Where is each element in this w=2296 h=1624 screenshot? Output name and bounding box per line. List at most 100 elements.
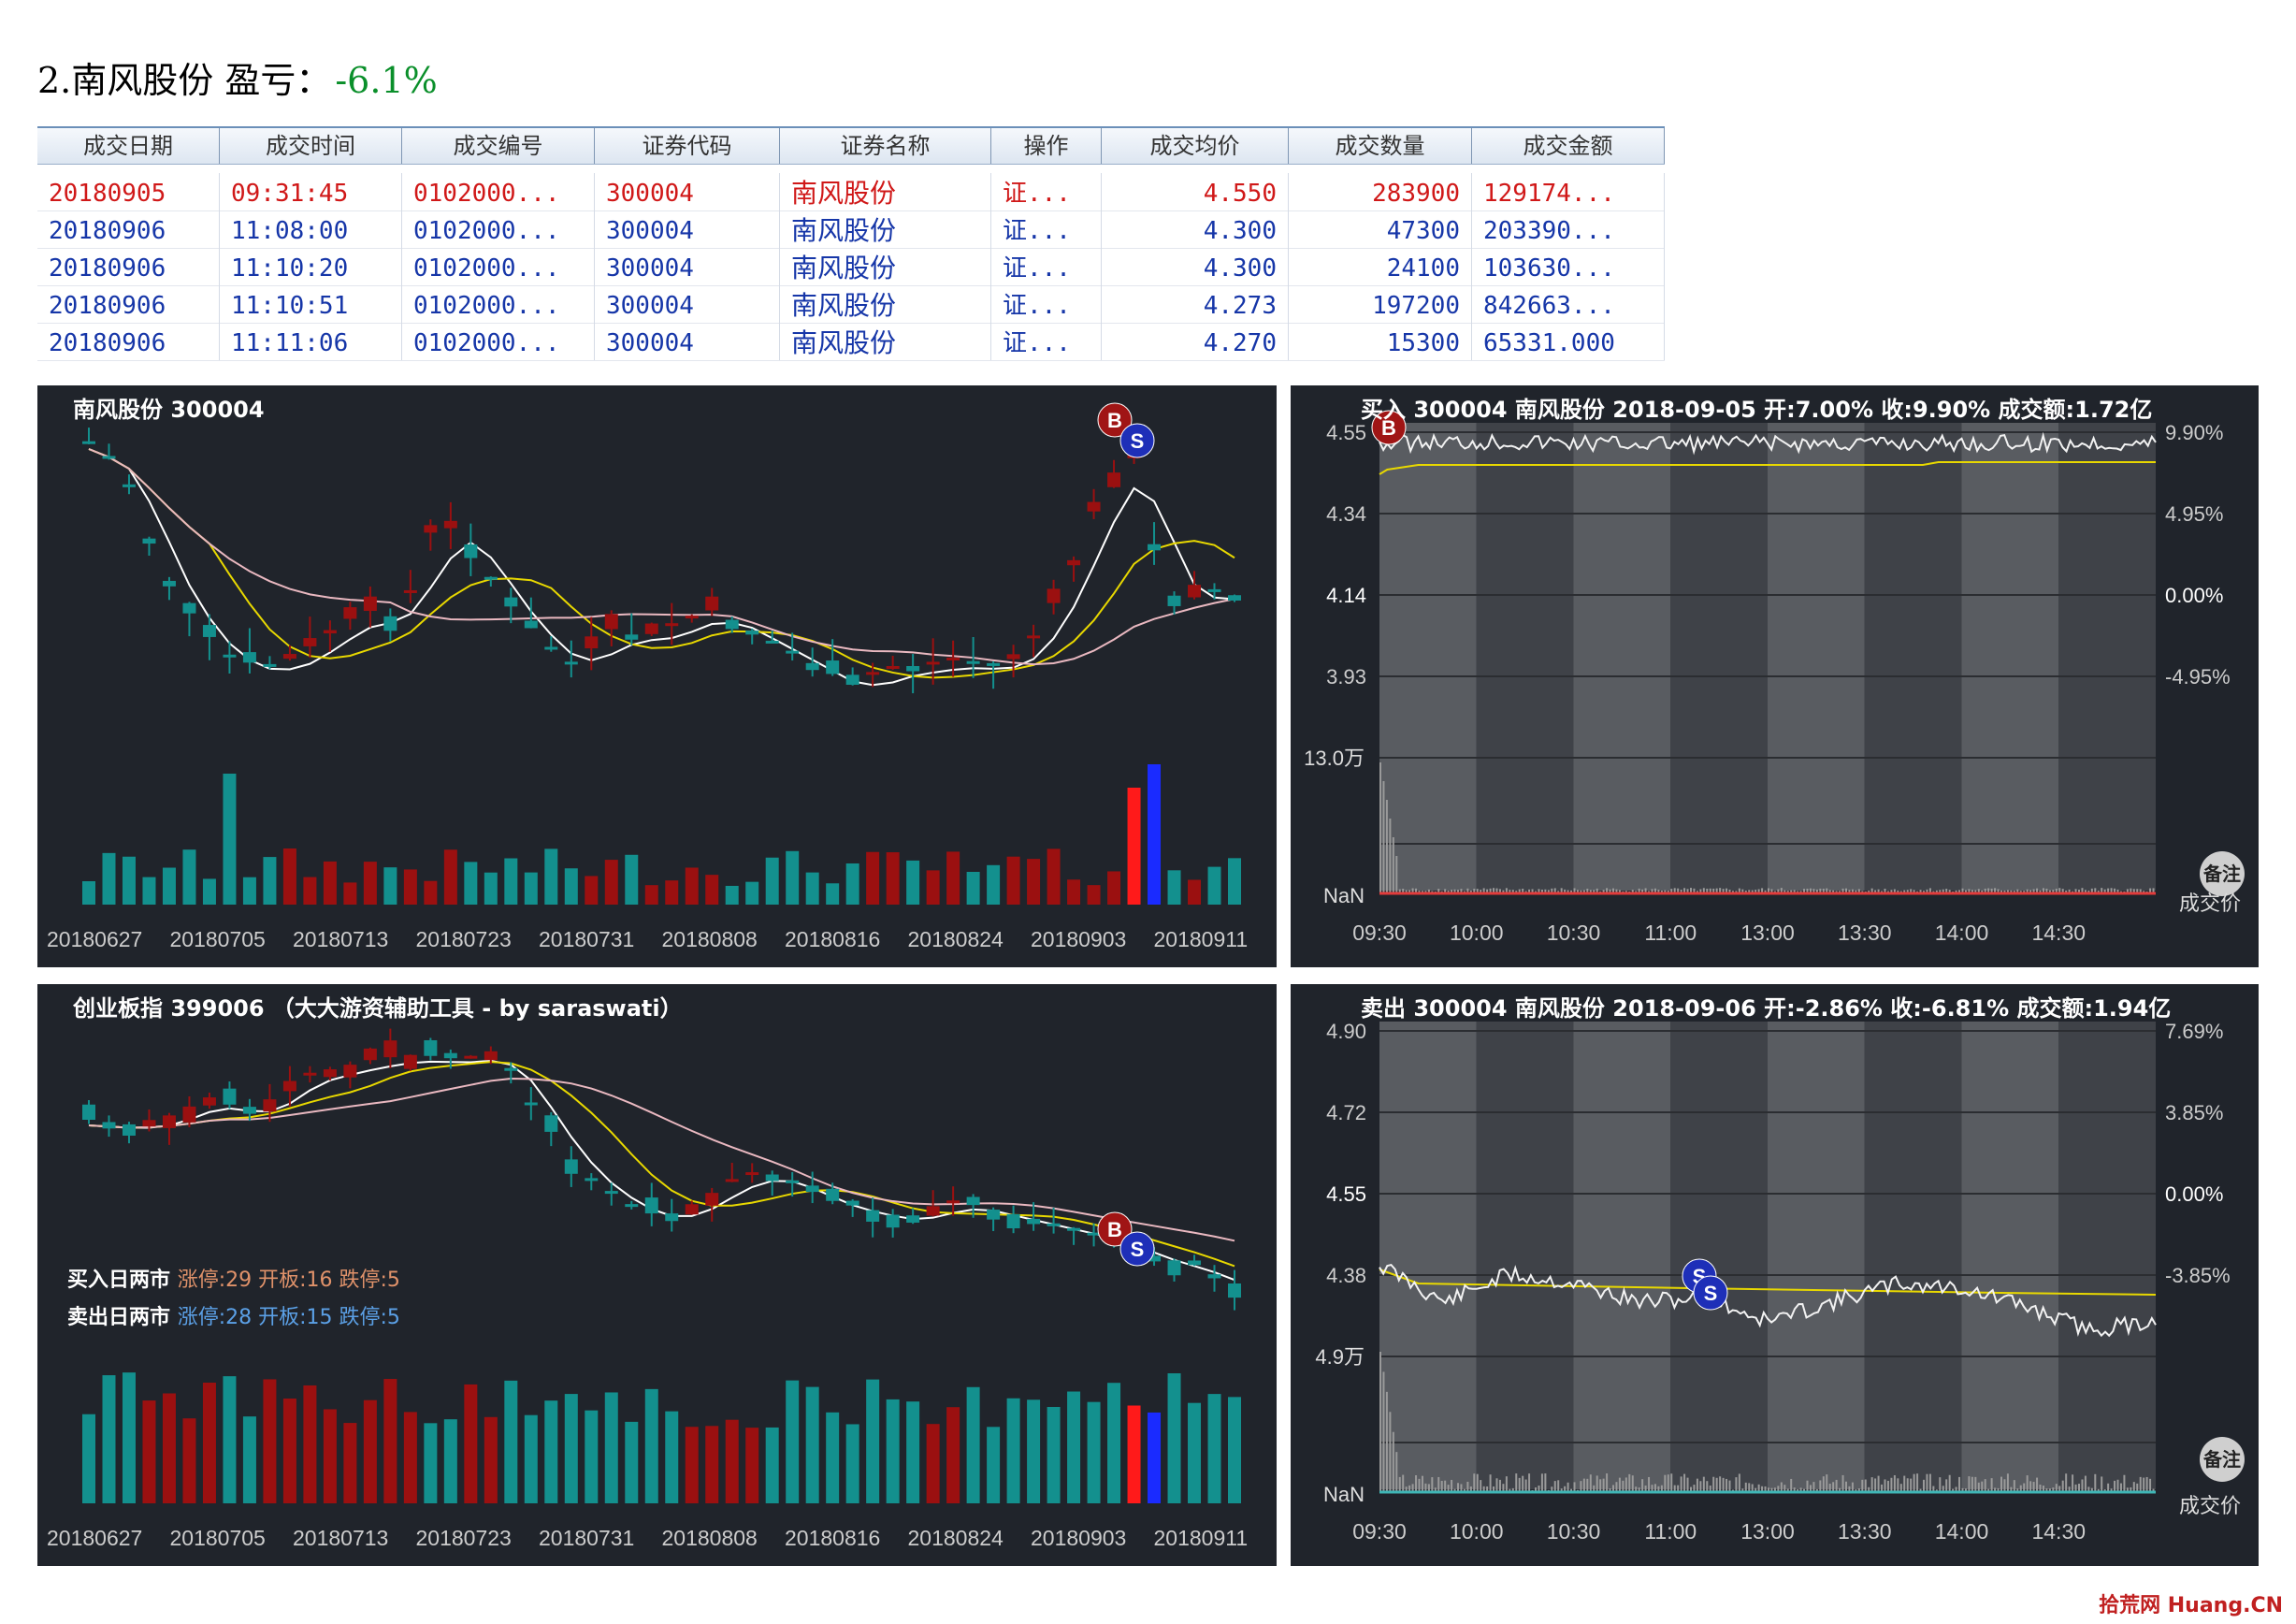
volume-bar [424,880,438,905]
volume-bar [1167,1373,1181,1503]
volume-bar [1667,1474,1669,1492]
volume-bar [1706,1481,1709,1492]
volume-bar [2081,888,2084,893]
note-button[interactable]: 备注 [2200,1437,2245,1482]
sell-marker [1119,1231,1155,1267]
time-axis-label: 10:00 [1450,1519,1504,1544]
volume-bar [1826,888,1828,893]
time-axis-label: 13:00 [1740,921,1795,945]
col-header[interactable]: 成交日期 [37,128,220,164]
candle [805,1185,819,1193]
candle [685,616,699,619]
ma5-line [88,448,1235,687]
table-row[interactable]: 20180906 11:10:51 0102000... 300004 南风股份 证...… [37,285,1665,324]
volume-bar [1803,889,1806,893]
volume-bar [1832,1482,1835,1492]
volume-bar [1589,890,1592,893]
candle [223,654,237,658]
buy-marker [1097,1211,1133,1247]
volume-bar [102,852,116,905]
candle [1188,585,1202,598]
col-header[interactable]: 证券名称 [780,128,991,164]
x-tick-label: 20180627 [47,1526,142,1550]
volume-bar [1447,1485,1450,1492]
volume-bar [1424,1483,1427,1492]
volume-bar [1845,1481,1847,1492]
col-header[interactable]: 证券代码 [595,128,780,164]
volume-bar [1560,888,1563,893]
col-header[interactable]: 成交均价 [1102,128,1289,164]
volume-bar [1990,888,1993,893]
volume-bar [1893,1474,1896,1492]
volume-bar [1027,859,1041,905]
volume-bar [1955,1486,1957,1492]
grid-band [1573,423,1671,891]
note-button[interactable]: 备注 [2200,851,2245,896]
candle [524,1102,538,1106]
volume-bar [1952,1488,1955,1492]
volume-bar [1660,1485,1663,1492]
time-axis-label: 10:00 [1450,921,1504,945]
volume-bar [1910,1478,1913,1492]
pct-axis-label: 0.00% [2165,584,2223,607]
candle [585,636,599,649]
volume-bar [1638,888,1640,893]
candle [464,544,478,558]
volume-bar [1599,1479,1602,1492]
ma10-line [88,448,1235,679]
volume-bar [2003,890,2006,893]
volume-bar [564,1394,578,1503]
volume-bar [1945,1479,1948,1492]
candle [1188,1260,1202,1266]
volume-bar [2094,888,2097,893]
volume-bar [1602,1478,1605,1492]
volume-bar [1819,888,1822,893]
candle [786,650,800,654]
volume-bar [2119,1483,2122,1492]
volume-bar [604,1392,618,1503]
candle [564,1159,578,1174]
volume-bar [1228,858,1241,905]
volume-bar [2000,1476,2002,1492]
volume-bar [383,1379,397,1503]
table-cell: 0102000... [402,173,595,210]
volume-bar [1709,1485,1711,1492]
col-header[interactable]: 成交时间 [220,128,402,164]
volume-bar [2003,1479,2006,1492]
volume-bar [2152,1488,2155,1492]
table-row[interactable]: 20180906 11:10:20 0102000... 300004 南风股份 证...… [37,248,1665,286]
volume-bar [1961,1487,1964,1492]
col-header[interactable]: 成交金额 [1472,128,1665,164]
table-row[interactable]: 20180906 11:08:00 0102000... 300004 南风股份 证...… [37,210,1665,249]
col-header[interactable]: 成交数量 [1289,128,1472,164]
buy-marker [1097,402,1133,438]
table-cell: 20180906 [37,285,220,323]
candle [504,597,518,607]
volume-bar [765,1427,779,1503]
volume-bar [1440,1480,1443,1492]
volume-bar [705,1426,719,1503]
sell-marker-label: S [1704,1282,1718,1305]
candle [604,1191,618,1195]
price-tag-label: 成交价 [2179,1495,2242,1518]
volume-bar [1673,1485,1676,1492]
col-header[interactable]: 成交编号 [402,128,595,164]
volume-bar [1857,1488,1860,1492]
table-row[interactable]: 20180906 11:11:06 0102000... 300004 南风股份 证...… [37,323,1665,361]
volume-bar [1528,1473,1531,1492]
sell-day-market-note: 卖出日两市 涨停:28 开板:15 跌停:5 [67,1306,400,1329]
table-row[interactable]: 20180905 09:31:45 0102000... 300004 南风股份 证...… [37,173,1665,211]
volume-bar [1107,1383,1121,1503]
volume-bar [1906,1478,1909,1492]
grid-band [1670,1022,1768,1489]
volume-bar [1392,837,1394,893]
volume-bar [2016,889,2019,893]
grid-band [2058,423,2156,891]
volume-bar [1984,1479,1986,1492]
candle [826,1188,840,1201]
volume-bar [1528,889,1531,893]
volume-bar [625,1421,639,1503]
volume-bar [1826,1474,1828,1492]
volume-bar [1728,1480,1731,1492]
col-header[interactable]: 操作 [991,128,1102,164]
